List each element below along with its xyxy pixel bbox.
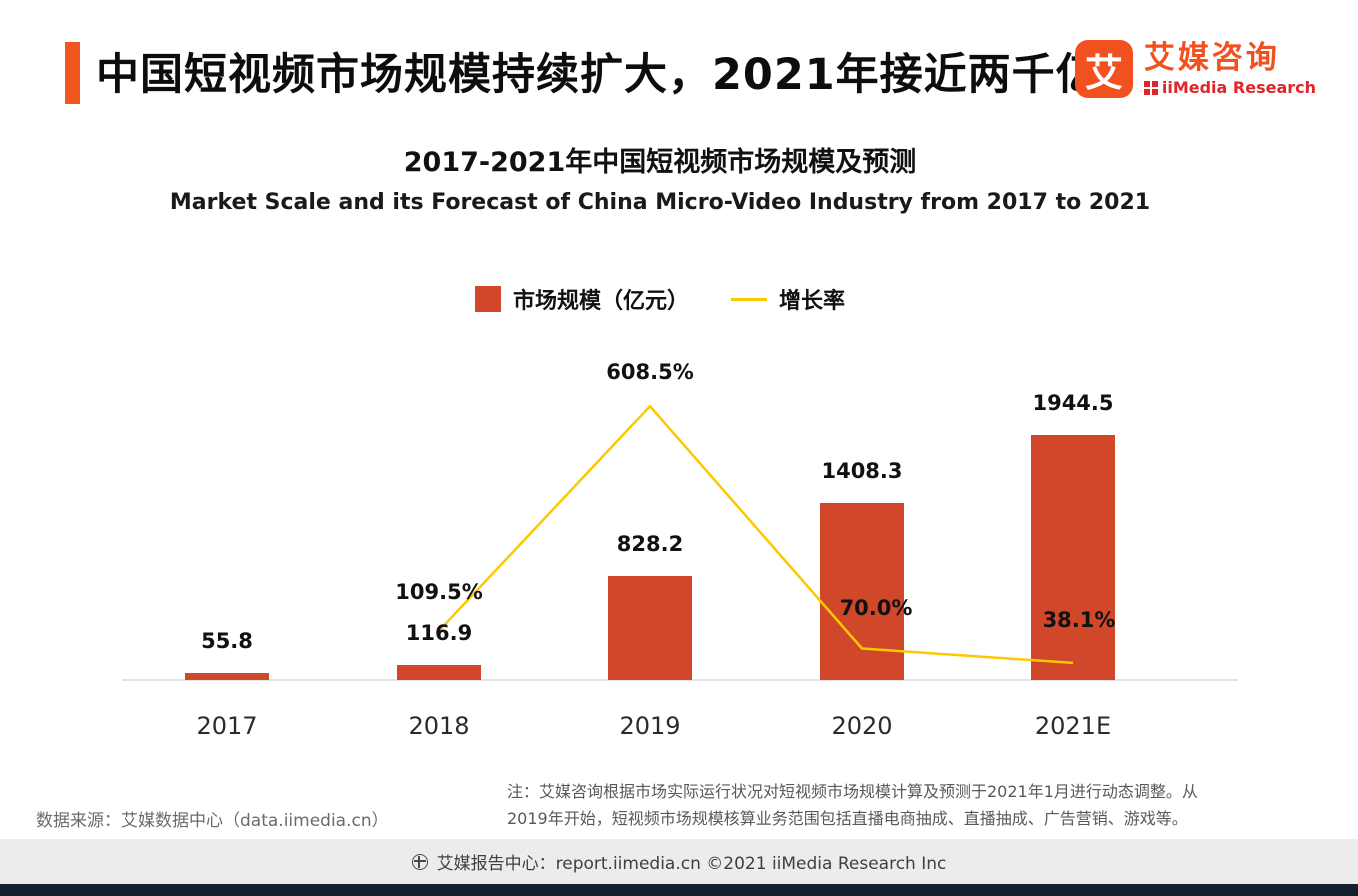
- growth-rate-label-2019: 608.5%: [606, 360, 694, 384]
- iimedia-logo-icon: 艾: [1074, 40, 1133, 98]
- report-footer: 艾媒报告中心：report.iimedia.cn ©2021 iiMedia R…: [0, 839, 1358, 884]
- x-axis-label-2020: 2020: [831, 712, 893, 740]
- legend-item-growth-rate: 增长率: [731, 283, 845, 315]
- footer-text: 艾媒报告中心：report.iimedia.cn ©2021 iiMedia R…: [436, 854, 947, 874]
- growth-rate-label-2021E: 38.1%: [1042, 608, 1116, 632]
- legend-label-market-scale: 市场规模（亿元）: [512, 289, 689, 314]
- iimedia-logo: 艾 艾媒咨询 iiMedia Research: [1074, 39, 1316, 98]
- bar-2019: [608, 576, 692, 680]
- legend-item-market-scale: 市场规模（亿元）: [474, 283, 689, 315]
- report-center-icon: [411, 853, 428, 870]
- bar-value-2020: 1408.3: [821, 459, 903, 483]
- x-axis-label-2017: 2017: [196, 712, 258, 740]
- x-axis-label-2019: 2019: [619, 712, 681, 740]
- chart-subtitle: Market Scale and its Forecast of China M…: [169, 190, 1151, 215]
- logo-text: 艾媒咨询 iiMedia Research: [1143, 39, 1316, 98]
- logo-name-en-text: iiMedia Research: [1161, 78, 1316, 98]
- bar-2021E: [1031, 435, 1115, 680]
- logo-name-cn: 艾媒咨询: [1143, 39, 1280, 76]
- bar-value-2018: 116.9: [405, 621, 473, 645]
- bar-series-swatch: [474, 286, 501, 312]
- grid-icon: [1143, 80, 1158, 95]
- title-accent-bar: [65, 42, 80, 104]
- x-axis-label-2021E: 2021E: [1034, 712, 1112, 740]
- page-title: 中国短视频市场规模持续扩大，2021年接近两千亿: [96, 50, 1100, 100]
- chart-legend: 市场规模（亿元） 增长率: [0, 283, 1320, 315]
- x-axis-line: [122, 679, 1238, 681]
- growth-rate-label-2020: 70.0%: [839, 596, 913, 620]
- bar-2018: [397, 665, 481, 680]
- bar-2017: [185, 673, 269, 680]
- legend-label-growth-rate: 增长率: [779, 289, 846, 314]
- bar-2020: [820, 503, 904, 680]
- chart-title: 2017-2021年中国短视频市场规模及预测: [403, 147, 917, 178]
- logo-name-en: iiMedia Research: [1143, 78, 1316, 98]
- chart-note-text: 注：艾媒咨询根据市场实际运行状况对短视频市场规模计算及预测于2021年1月进行动…: [507, 782, 1198, 828]
- x-axis-label-2018: 2018: [408, 712, 470, 740]
- growth-rate-label-2018: 109.5%: [395, 580, 483, 604]
- line-series-swatch: [731, 297, 767, 301]
- bottom-dark-bar: [0, 884, 1358, 896]
- bar-value-2017: 55.8: [201, 629, 253, 653]
- bar-value-2019: 828.2: [616, 532, 684, 556]
- bar-value-2021E: 1944.5: [1032, 391, 1114, 415]
- data-source-text: 数据来源：艾媒数据中心（data.iimedia.cn）: [36, 811, 389, 831]
